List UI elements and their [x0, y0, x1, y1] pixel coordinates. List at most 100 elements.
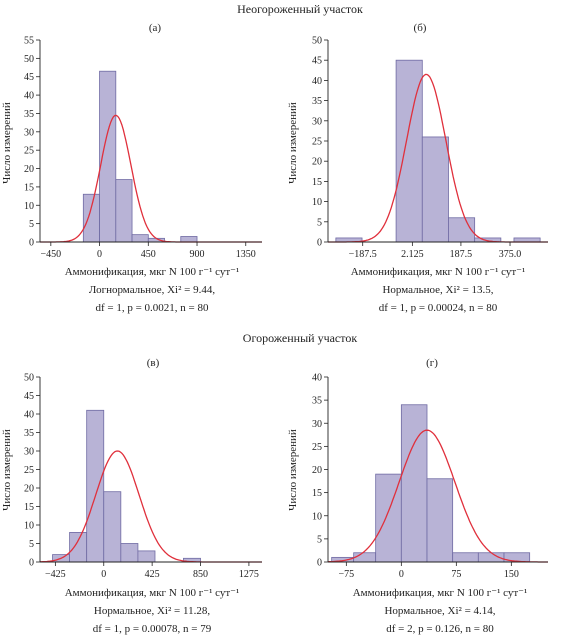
- y-tick-label: 10: [24, 521, 34, 532]
- panel-b: (б) Число измерений Аммонификация, мкг N…: [287, 22, 548, 314]
- y-tick-label: 25: [24, 146, 34, 157]
- y-tick-label: 30: [312, 116, 322, 127]
- y-tick-label: 35: [24, 428, 34, 439]
- panel-g: (г) Число измерений Аммонификация, мкг N…: [287, 357, 548, 635]
- histogram-bar: [400, 404, 428, 563]
- x-tick-label: 375.0: [499, 249, 522, 260]
- x-tick-label: 900: [190, 249, 205, 260]
- histogram-bar: [115, 179, 133, 243]
- histogram-bar: [103, 491, 122, 563]
- y-tick-label: 40: [312, 76, 322, 87]
- x-tick-label: 0: [97, 249, 102, 260]
- panel-v: (в) Число измерений Аммонификация, мкг N…: [1, 357, 262, 635]
- x-tick-label: 450: [141, 249, 156, 260]
- x-axis-label: Аммонификация, мкг N 100 г⁻¹ сут⁻¹: [353, 587, 528, 599]
- x-tick-label: 1350: [236, 249, 256, 260]
- x-tick-label: −187.5: [349, 249, 377, 260]
- histogram-bar: [82, 193, 100, 243]
- y-tick-label: 50: [312, 36, 322, 47]
- panel-title: (г): [426, 357, 438, 369]
- y-tick-label: 35: [24, 109, 34, 120]
- stats-line-2: df = 1, p = 0.0021, n = 80: [95, 302, 209, 314]
- y-tick-label: 40: [24, 91, 34, 102]
- x-tick-label: −425: [45, 569, 66, 580]
- y-tick-label: 30: [312, 419, 322, 430]
- x-tick-label: 425: [145, 569, 160, 580]
- x-axis-label: Аммонификация, мкг N 100 г⁻¹ сут⁻¹: [65, 587, 240, 599]
- y-tick-label: 10: [312, 511, 322, 522]
- y-tick-label: 45: [24, 72, 34, 83]
- x-tick-label: 1275: [239, 569, 259, 580]
- panel-title: (б): [414, 22, 427, 34]
- y-tick-label: 40: [312, 373, 322, 384]
- histogram-bar: [448, 217, 476, 243]
- x-tick-label: −75: [339, 569, 355, 580]
- histogram-bar: [421, 136, 449, 243]
- section-title-unfenced: Неогороженный участок: [237, 2, 363, 16]
- histogram-bar: [180, 236, 198, 243]
- stats-line-1: Нормальное, Xi² = 11.28,: [94, 605, 210, 617]
- stats-line-1: Нормальное, Xi² = 4.14,: [384, 605, 495, 617]
- fit-curve: [327, 429, 548, 563]
- histogram-bar: [452, 552, 479, 563]
- panel-title: (а): [149, 22, 162, 34]
- stats-line-1: Нормальное, Xi² = 13.5,: [382, 284, 493, 296]
- stats-line-1: Логнормальное, Xi² = 9.44,: [89, 284, 215, 296]
- y-tick-label: 25: [312, 442, 322, 453]
- y-tick-label: 0: [317, 238, 322, 249]
- panel-a: (а) Число измерений Аммонификация, мкг N…: [1, 22, 262, 314]
- x-tick-label: −450: [41, 249, 62, 260]
- section-title-fenced: Огороженный участок: [243, 331, 358, 345]
- y-tick-label: 45: [312, 56, 322, 67]
- x-tick-label: 2.125: [401, 249, 424, 260]
- y-tick-label: 30: [24, 127, 34, 138]
- y-tick-label: 5: [29, 219, 34, 230]
- y-axis-label: Число измерений: [287, 429, 299, 511]
- y-tick-label: 35: [312, 396, 322, 407]
- y-tick-label: 45: [24, 391, 34, 402]
- y-tick-label: 50: [24, 54, 34, 65]
- y-tick-label: 15: [312, 488, 322, 499]
- y-axis-label: Число измерений: [1, 429, 13, 511]
- x-axis-label: Аммонификация, мкг N 100 г⁻¹ сут⁻¹: [351, 266, 526, 278]
- y-tick-label: 5: [317, 534, 322, 545]
- y-tick-label: 55: [24, 36, 34, 47]
- x-tick-label: 187.5: [450, 249, 473, 260]
- histogram-bar: [353, 552, 377, 563]
- x-axis-label: Аммонификация, мкг N 100 г⁻¹ сут⁻¹: [65, 266, 240, 278]
- x-tick-label: 850: [193, 569, 208, 580]
- y-tick-label: 15: [24, 502, 34, 513]
- x-tick-label: 0: [101, 569, 106, 580]
- histogram-bar: [86, 409, 105, 563]
- panel-title: (в): [147, 357, 160, 369]
- y-tick-label: 50: [24, 373, 34, 384]
- histogram-bar: [137, 550, 156, 563]
- y-tick-label: 25: [312, 137, 322, 148]
- y-tick-label: 10: [24, 201, 34, 212]
- y-tick-label: 35: [312, 96, 322, 107]
- y-tick-label: 0: [317, 558, 322, 569]
- y-tick-label: 0: [29, 238, 34, 249]
- stats-line-2: df = 2, p = 0.126, n = 80: [386, 623, 494, 635]
- fit-curve: [40, 114, 262, 243]
- y-axis-label: Число измерений: [1, 102, 13, 184]
- y-tick-label: 0: [29, 558, 34, 569]
- histogram-bar: [120, 543, 139, 563]
- x-tick-label: 150: [504, 569, 519, 580]
- stats-line-2: df = 1, p = 0.00024, n = 80: [379, 302, 498, 314]
- y-axis-label: Число измерений: [287, 102, 299, 184]
- y-tick-label: 10: [312, 197, 322, 208]
- y-tick-label: 15: [312, 177, 322, 188]
- y-tick-label: 25: [24, 465, 34, 476]
- histogram-bar: [69, 532, 88, 563]
- y-tick-label: 20: [312, 157, 322, 168]
- x-tick-label: 0: [399, 569, 404, 580]
- y-tick-label: 15: [24, 182, 34, 193]
- histogram-bar: [426, 478, 454, 563]
- y-tick-label: 40: [24, 410, 34, 421]
- histogram-bar: [131, 234, 149, 243]
- y-tick-label: 5: [317, 217, 322, 228]
- y-tick-label: 5: [29, 539, 34, 550]
- x-tick-label: 75: [451, 569, 461, 580]
